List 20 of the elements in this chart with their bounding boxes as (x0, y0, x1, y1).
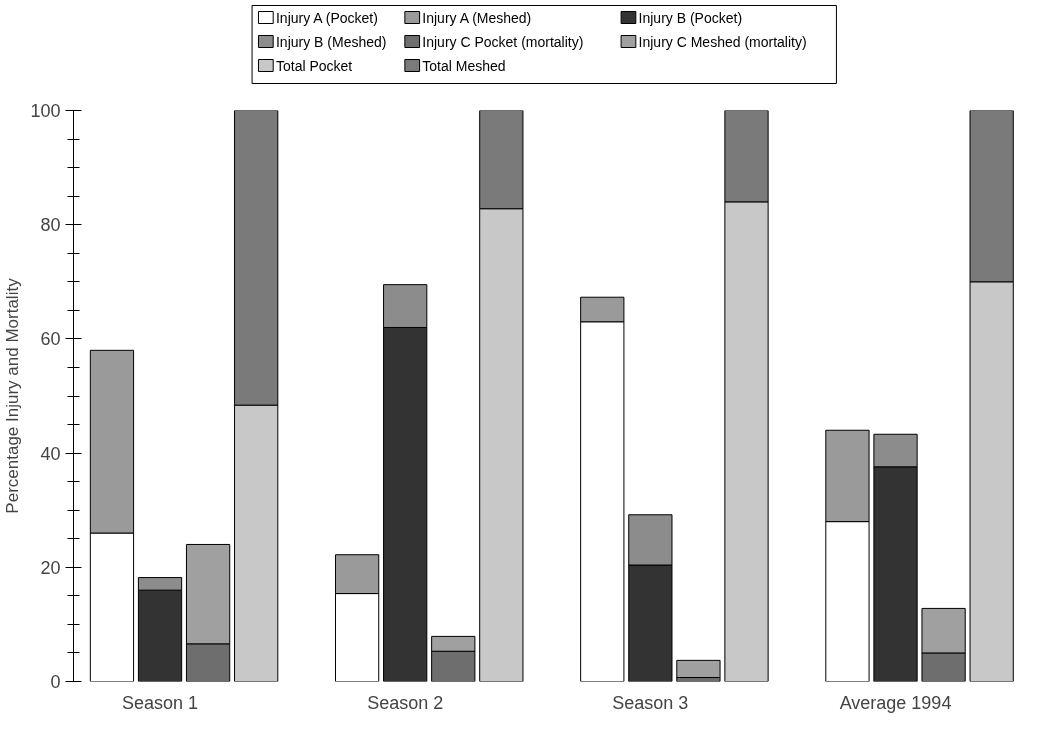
y-tick-label: 80 (40, 215, 61, 236)
y-tick-label: 40 (40, 443, 61, 464)
y-tick-label: 100 (30, 101, 61, 121)
y-tick-label: 60 (40, 329, 61, 350)
x-tick-label: Season 1 (122, 692, 199, 713)
y-tick-label: 20 (40, 557, 61, 578)
x-tick-label: Season 3 (612, 692, 689, 713)
legend-label: Injury A (Meshed) (422, 9, 532, 26)
bar (676, 659, 721, 678)
legend-label: Total Pocket (275, 57, 353, 74)
x-tick-label: Season 2 (367, 692, 444, 713)
y-axis-title: Percentage Injury and Mortality (3, 277, 23, 514)
legend-label: Injury A (Pocket) (275, 9, 378, 26)
legend-label: Injury C Meshed (mortality) (638, 33, 807, 50)
legend-label: Injury C Pocket (mortality) (422, 33, 584, 50)
legend-label: Total Meshed (422, 57, 506, 74)
legend-label: Injury B (Meshed) (275, 33, 387, 50)
y-tick-label: 0 (50, 672, 61, 692)
x-tick-label: Average 1994 (839, 692, 952, 713)
legend-label: Injury B (Pocket) (638, 9, 743, 26)
